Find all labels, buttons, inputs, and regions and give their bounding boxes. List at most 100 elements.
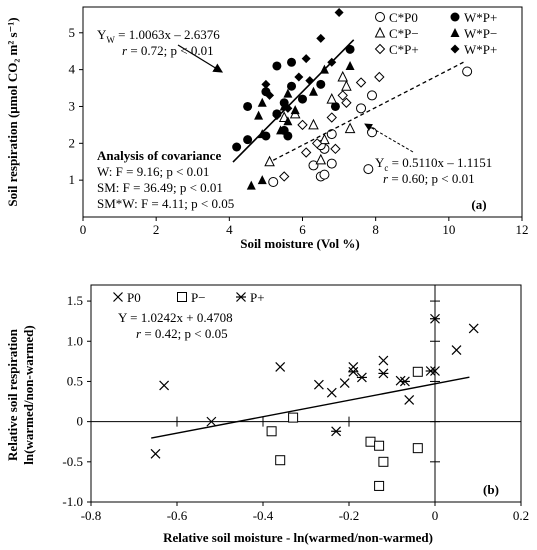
stats-c-rest: = 0.60; p < 0.01 [388,171,475,186]
panel-a-point-series-4 [337,90,348,101]
panel-a-point-series-2 [264,155,275,167]
panel-a-x-axis-label: Soil moisture (Vol %) [240,236,360,251]
panel-a-point-series-5 [294,72,304,82]
ancova-w: W: F = 9.16; p < 0.01 [97,164,209,179]
panel-b-point-series-0 [339,378,350,388]
panel-a-point-series-5 [301,54,311,64]
panel-a-point-series-0 [462,66,473,77]
panel-a-point-series-1 [330,101,340,111]
panel-a-y-axis-label: Soil respiration (μmol CO₂ m² s⁻¹) [5,17,20,206]
panel-a-x-tick-label: 6 [299,222,306,237]
panel-a-eq-c: Yc = 0.5110x – 1.1151 [375,155,492,173]
panel-a-point-series-0 [367,127,378,138]
panel-a-y-tick-label: 2 [69,135,76,150]
ancova-sm: SM: F = 36.49; p < 0.01 [97,180,223,195]
panel-b-legend: P0 P− P+ [113,290,265,305]
panel-a-legend-label: W*P+ [464,42,497,57]
stats-b-r: r [136,326,142,341]
stats-b-rest: = 0.42; p < 0.05 [141,326,228,341]
panel-b-y-tick-label: 1.0 [67,333,83,348]
panel-b-frame [90,284,522,503]
panel-a-x-tick-label: 10 [442,222,455,237]
panel-a-point-series-3 [257,175,267,185]
panel-a-point-series-5 [283,103,293,113]
panel-a-point-series-2 [308,118,319,130]
panel-b-point-series-0 [159,380,170,391]
eq-w-sub: W [106,35,115,45]
panel-a-point-series-1 [287,57,297,67]
panel-a-point-series-4 [374,71,385,83]
panel-a-legend-marker [450,28,460,37]
panel-b-point-series-1 [412,366,423,377]
panel-a-y-tick-label: 3 [69,98,76,113]
eq-w-rhs: = 1.0063x – 2.6376 [115,27,220,42]
panel-a-point-series-4 [355,77,367,88]
panel-b-point-series-0 [313,379,324,390]
panel-a-point-series-4 [311,138,323,149]
panel-b-point-series-1 [412,443,423,454]
panel-a-point-series-4 [279,171,290,182]
panel-b-point-series-0 [395,375,406,386]
panel-a-point-series-1 [298,94,307,104]
panel-b-x-tick-label: 0.2 [513,508,529,523]
panel-a-legend: C*P0 W*P+ C*P− W*P− C*P+ W*P+ [374,10,497,57]
panel-b-y-tick-label: 0.5 [67,373,83,388]
eq-c-lhs: Y [375,155,385,170]
panel-a-point-series-1 [287,81,297,91]
panel-a-point-series-2 [341,80,352,91]
panel-a-point-series-3 [290,105,300,115]
panel-a-point-series-3 [283,88,293,98]
panel-b-point-series-0 [468,323,479,334]
panel-a-legend-marker [450,12,460,22]
panel-b-y-tick-label: 0 [77,414,84,429]
panel-b-point-series-1 [374,440,385,451]
panel-a-point-series-1 [243,101,253,111]
panel-a-point-series-0 [363,164,374,175]
panel-a-point-series-2 [326,92,338,104]
panel-b-legend-marker [177,292,187,302]
panel-b-point-series-2 [348,366,359,377]
panel-a-point-series-0 [268,177,279,187]
stats-w-r: r [122,43,128,58]
panel-a-point-series-1 [232,142,242,152]
panel-b-point-series-0 [348,362,359,372]
panel-b-point-series-1 [365,436,376,447]
panel-a-point-series-2 [319,133,330,145]
panel-b-point-series-0 [326,387,337,398]
panel-a-point-series-4 [300,147,312,158]
panel-b-point-series-0 [150,448,161,459]
panel-a-legend-label: C*P− [389,26,419,41]
panel-a-point-series-3 [276,125,286,135]
panel-a-point-series-5 [265,90,275,100]
panel-b: -0.8 -0.6 -0.4 -0.2 0 0.2 -1.0 -0.5 0 0.5 1.0 1.5 P… [5,284,529,545]
panel-b-point-series-1 [374,480,385,491]
panel-a-point-series-2 [315,153,327,165]
panel-a-point-series-5 [261,79,271,89]
panel-b-point-series-2 [378,368,389,379]
panel-a-fit-line-dashed [272,61,464,161]
ancova-smw: SM*W: F = 4.11; p < 0.05 [97,196,234,211]
panel-b-x-tick-label: -0.8 [81,508,102,523]
panel-b-point-series-0 [275,362,286,372]
panel-a-label: (a) [471,197,486,212]
panel-a-point-series-4 [297,119,308,131]
panel-a-fit-line-solid [232,39,355,163]
panel-b-point-series-0 [451,345,462,356]
eq-c-rhs: = 0.5110x – 1.1151 [388,155,492,170]
panel-a-legend-marker [374,43,386,55]
panel-b-x-tick-label: 0 [432,508,439,523]
panel-a-x-tick-label: 8 [372,222,379,237]
panel-a-point-series-1 [345,44,355,54]
panel-b-x-tick-label: -0.2 [339,508,360,523]
panel-b-point-series-0 [206,416,217,427]
panel-b-y-tick-label: 1.5 [67,293,83,308]
panel-a-x-tick-label: 4 [226,222,233,237]
panel-a-legend-marker [374,26,386,38]
panel-a-x-tick-label: 12 [516,222,529,237]
panel-a-legend-label: W*P− [464,26,497,41]
panel-a-y-tick-label: 4 [69,62,76,77]
panel-b-point-series-0 [404,395,415,405]
panel-a-point-series-3 [345,60,355,70]
